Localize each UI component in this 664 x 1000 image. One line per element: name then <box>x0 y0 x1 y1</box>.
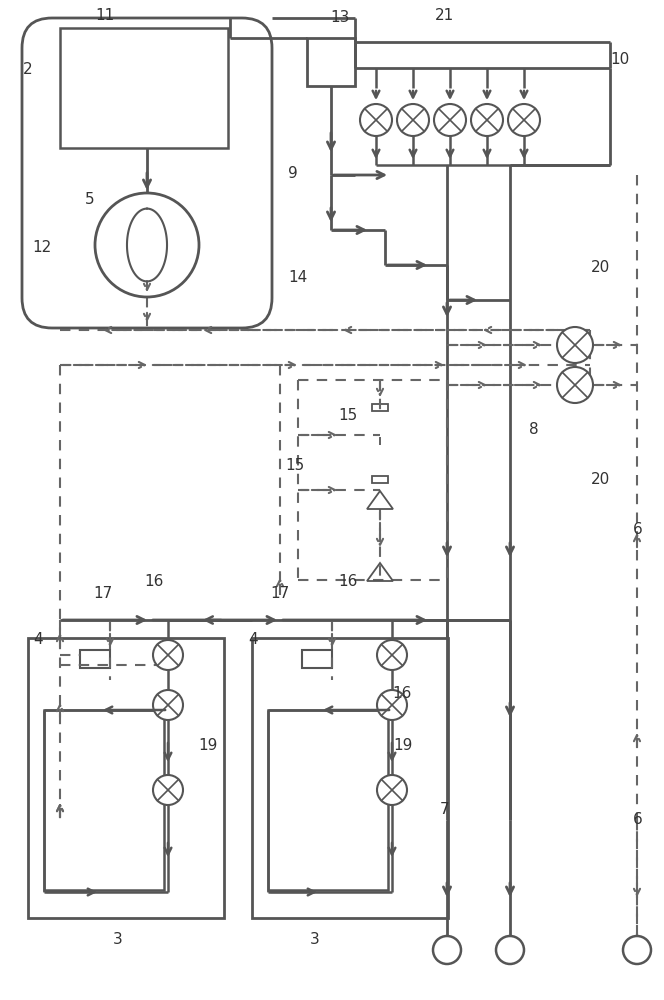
Bar <box>307 38 355 86</box>
Text: 10: 10 <box>610 52 629 68</box>
Text: 3: 3 <box>310 932 320 948</box>
Circle shape <box>360 104 392 136</box>
Bar <box>372 404 388 411</box>
Text: 19: 19 <box>393 738 413 752</box>
Circle shape <box>153 640 183 670</box>
Circle shape <box>433 936 461 964</box>
Text: 16: 16 <box>392 686 412 700</box>
Text: 20: 20 <box>590 473 610 488</box>
Circle shape <box>496 936 524 964</box>
Circle shape <box>377 775 407 805</box>
Circle shape <box>471 104 503 136</box>
Text: 17: 17 <box>94 586 113 601</box>
Circle shape <box>508 104 540 136</box>
Circle shape <box>557 327 593 363</box>
Bar <box>44 710 164 890</box>
Text: 6: 6 <box>633 812 643 828</box>
Text: 12: 12 <box>33 240 52 255</box>
Bar <box>302 650 332 668</box>
Text: 15: 15 <box>339 408 358 422</box>
Text: 20: 20 <box>590 260 610 275</box>
Circle shape <box>95 193 199 297</box>
Text: 16: 16 <box>144 574 164 588</box>
Text: 21: 21 <box>436 7 455 22</box>
Text: 19: 19 <box>199 738 218 752</box>
Text: 9: 9 <box>288 165 298 180</box>
Text: 16: 16 <box>339 574 358 588</box>
FancyBboxPatch shape <box>22 18 272 328</box>
Text: 6: 6 <box>633 522 643 538</box>
Text: 11: 11 <box>96 7 115 22</box>
Text: 17: 17 <box>270 586 290 601</box>
Text: 13: 13 <box>330 10 350 25</box>
Bar <box>372 476 388 483</box>
Circle shape <box>153 775 183 805</box>
Bar <box>28 638 224 918</box>
Bar <box>252 638 448 918</box>
Circle shape <box>377 640 407 670</box>
Text: 7: 7 <box>440 802 450 818</box>
Text: 8: 8 <box>529 422 539 438</box>
Bar <box>268 710 388 890</box>
Circle shape <box>434 104 466 136</box>
Circle shape <box>153 690 183 720</box>
Bar <box>60 28 228 148</box>
Bar <box>80 650 110 668</box>
Text: 5: 5 <box>85 192 95 208</box>
Text: 3: 3 <box>113 932 123 948</box>
Text: 2: 2 <box>23 62 33 78</box>
Text: 15: 15 <box>286 458 305 473</box>
Text: 14: 14 <box>288 270 307 286</box>
Circle shape <box>397 104 429 136</box>
Circle shape <box>623 936 651 964</box>
Circle shape <box>557 367 593 403</box>
Text: 4: 4 <box>33 633 42 648</box>
Circle shape <box>377 690 407 720</box>
Text: 4: 4 <box>248 633 258 648</box>
